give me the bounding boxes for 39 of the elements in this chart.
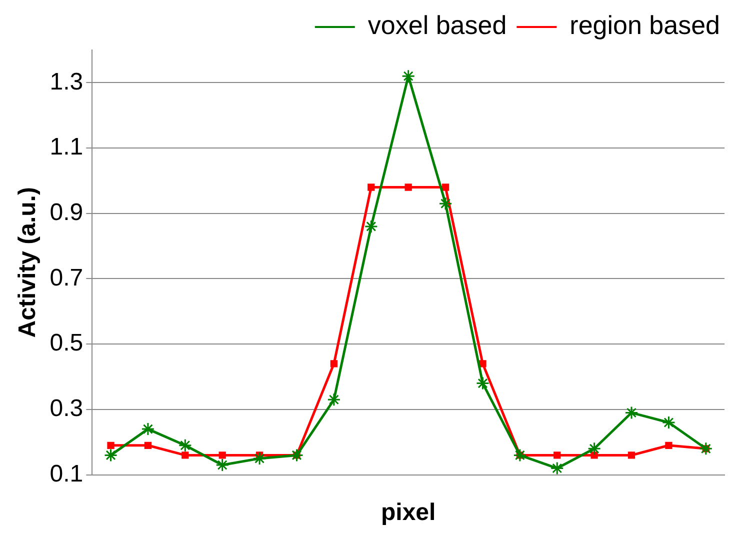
point	[216, 458, 230, 472]
point	[327, 392, 341, 406]
y-tick-label: 0.9	[50, 199, 84, 226]
point	[368, 184, 375, 191]
point	[442, 184, 450, 191]
point	[404, 184, 412, 191]
x-axis-title: pixel	[380, 499, 436, 526]
legend-label: region based	[570, 10, 720, 40]
point	[479, 360, 486, 368]
point	[141, 422, 155, 436]
point	[513, 448, 527, 462]
y-tick-label: 0.1	[50, 460, 84, 488]
point	[624, 406, 638, 420]
point	[330, 360, 338, 368]
y-tick-label: 0.5	[50, 330, 84, 357]
point	[628, 452, 636, 459]
point	[476, 376, 490, 390]
point	[104, 448, 118, 462]
point	[182, 452, 189, 459]
point	[252, 452, 266, 466]
y-tick-label: 1.1	[50, 134, 84, 161]
point	[554, 452, 561, 459]
y-tick-label: 0.3	[50, 395, 84, 422]
point	[438, 196, 452, 210]
y-tick-label: 0.7	[50, 264, 84, 292]
point	[144, 442, 152, 449]
point	[178, 438, 192, 452]
point	[402, 69, 416, 83]
legend-label: voxel based	[368, 10, 507, 40]
y-axis-title: Activity (a.u.)	[14, 187, 42, 338]
point	[662, 416, 676, 430]
point	[107, 442, 114, 449]
point	[218, 452, 226, 459]
point	[364, 220, 378, 234]
point	[588, 442, 602, 456]
point	[550, 462, 564, 475]
point	[699, 442, 713, 456]
point	[665, 442, 672, 449]
y-tick-label: 1.3	[50, 68, 84, 96]
